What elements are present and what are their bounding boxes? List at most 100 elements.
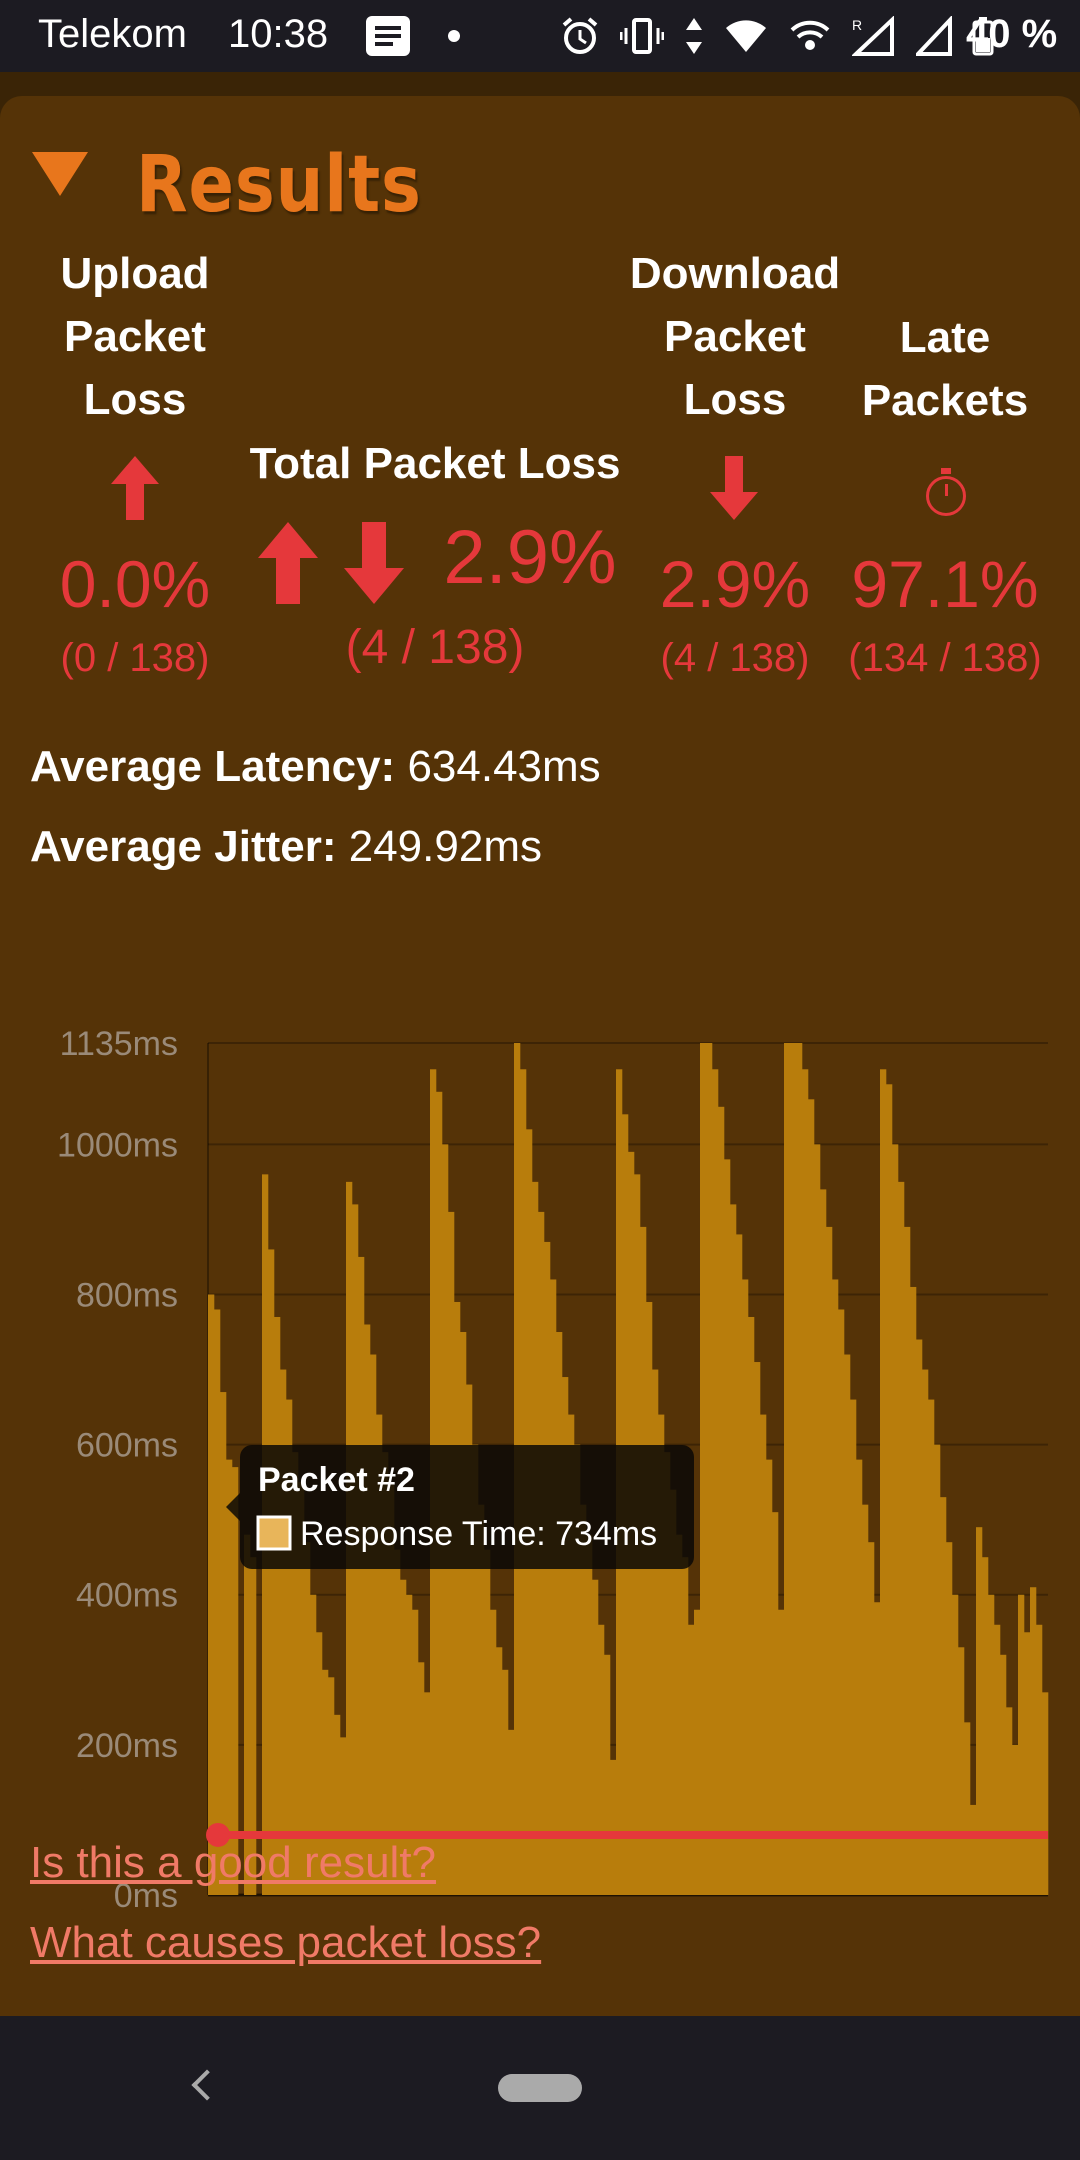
response-bar[interactable] (226, 1459, 233, 1895)
response-bar[interactable] (328, 1677, 335, 1895)
response-bar[interactable] (334, 1714, 341, 1895)
response-bar[interactable] (250, 1557, 257, 1895)
response-bar[interactable] (970, 1804, 977, 1895)
response-bar[interactable] (508, 1729, 515, 1895)
response-bar[interactable] (1024, 1632, 1031, 1895)
response-bar[interactable] (742, 1279, 749, 1895)
response-bar[interactable] (568, 1414, 575, 1895)
response-bar[interactable] (1012, 1744, 1019, 1895)
response-bar[interactable] (988, 1594, 995, 1895)
response-bar[interactable] (280, 1369, 287, 1895)
response-bar[interactable] (382, 1452, 389, 1895)
response-bar[interactable] (826, 1226, 833, 1895)
response-bar[interactable] (274, 1316, 281, 1895)
response-bar[interactable] (898, 1181, 905, 1895)
response-bar[interactable] (406, 1594, 413, 1895)
response-bar[interactable] (994, 1624, 1001, 1895)
response-bar[interactable] (1000, 1654, 1007, 1895)
response-bar[interactable] (760, 1414, 767, 1895)
good-result-link[interactable]: Is this a good result? (30, 1838, 437, 1887)
response-bar[interactable] (724, 1159, 731, 1895)
response-bar[interactable] (820, 1189, 827, 1895)
response-bar[interactable] (610, 1759, 617, 1895)
response-bar[interactable] (922, 1369, 929, 1895)
response-bar[interactable] (244, 1534, 251, 1895)
response-bar[interactable] (502, 1669, 509, 1895)
response-bar[interactable] (712, 1069, 719, 1895)
response-bar[interactable] (556, 1332, 563, 1895)
response-bar[interactable] (754, 1362, 761, 1895)
response-bar[interactable] (928, 1399, 935, 1895)
back-icon[interactable] (191, 2069, 223, 2101)
response-bar[interactable] (814, 1144, 821, 1895)
response-bar[interactable] (736, 1234, 743, 1895)
response-bar[interactable] (388, 1482, 395, 1895)
response-bar[interactable] (706, 1043, 713, 1895)
response-bar[interactable] (748, 1316, 755, 1895)
response-bar[interactable] (892, 1144, 899, 1895)
response-bar[interactable] (454, 1301, 461, 1895)
response-bar[interactable] (298, 1482, 305, 1895)
response-bar[interactable] (856, 1459, 863, 1895)
response-bar[interactable] (604, 1654, 611, 1895)
response-bar[interactable] (592, 1579, 599, 1895)
response-bar[interactable] (952, 1594, 959, 1895)
response-bar[interactable] (316, 1632, 323, 1895)
response-bar[interactable] (418, 1662, 425, 1895)
response-bar[interactable] (886, 1084, 893, 1895)
response-bar[interactable] (796, 1043, 803, 1895)
response-bar[interactable] (910, 1286, 917, 1895)
response-bar[interactable] (802, 1069, 809, 1895)
response-bar[interactable] (808, 1099, 815, 1895)
response-bar[interactable] (946, 1542, 953, 1895)
response-bar[interactable] (868, 1542, 875, 1895)
response-bar[interactable] (874, 1602, 881, 1895)
response-bar[interactable] (880, 1069, 887, 1895)
response-bar[interactable] (964, 1722, 971, 1895)
response-bar[interactable] (214, 1309, 221, 1895)
section-title[interactable]: Results (136, 140, 422, 230)
response-bar[interactable] (694, 1609, 701, 1895)
response-bar[interactable] (730, 1204, 737, 1895)
home-pill-icon[interactable] (498, 2074, 582, 2102)
response-bar[interactable] (934, 1444, 941, 1895)
response-bar[interactable] (676, 1534, 683, 1895)
response-bar[interactable] (304, 1542, 311, 1895)
response-bar[interactable] (292, 1452, 299, 1895)
response-bar[interactable] (466, 1384, 473, 1895)
response-bar[interactable] (484, 1549, 491, 1895)
response-bar[interactable] (364, 1324, 371, 1895)
response-bar[interactable] (370, 1354, 377, 1895)
response-bar[interactable] (1042, 1692, 1049, 1895)
response-bar[interactable] (646, 1301, 653, 1895)
response-time-chart[interactable]: 1135ms 1000ms 800ms 600ms 400ms 200ms 0ms Packe… (0, 916, 1080, 1916)
response-bar[interactable] (268, 1249, 275, 1895)
response-bar[interactable] (958, 1647, 965, 1895)
response-bar[interactable] (904, 1226, 911, 1895)
response-bar[interactable] (688, 1624, 695, 1895)
response-bar[interactable] (790, 1043, 797, 1895)
response-bar[interactable] (718, 1106, 725, 1895)
response-bar[interactable] (550, 1279, 557, 1895)
response-bar[interactable] (562, 1377, 569, 1895)
response-bar[interactable] (232, 1467, 239, 1895)
response-bar[interactable] (400, 1579, 407, 1895)
response-bar[interactable] (838, 1309, 845, 1895)
response-bar[interactable] (670, 1489, 677, 1895)
collapse-triangle-icon[interactable] (32, 152, 88, 196)
response-bar[interactable] (1006, 1707, 1013, 1895)
response-bar[interactable] (580, 1504, 587, 1895)
response-bar[interactable] (652, 1369, 659, 1895)
packet-loss-causes-link[interactable]: What causes packet loss? (30, 1918, 542, 1967)
response-bar[interactable] (310, 1594, 317, 1895)
response-bar[interactable] (784, 1043, 791, 1895)
response-bar[interactable] (322, 1669, 329, 1895)
response-bar[interactable] (358, 1256, 365, 1895)
response-bar[interactable] (286, 1399, 293, 1895)
response-bar[interactable] (844, 1354, 851, 1895)
response-bar[interactable] (832, 1279, 839, 1895)
response-time-chart-svg[interactable]: 1135ms 1000ms 800ms 600ms 400ms 200ms 0ms Packe… (0, 916, 1080, 1916)
response-bar[interactable] (976, 1527, 983, 1895)
response-bar[interactable] (424, 1692, 431, 1895)
response-bar[interactable] (412, 1609, 419, 1895)
